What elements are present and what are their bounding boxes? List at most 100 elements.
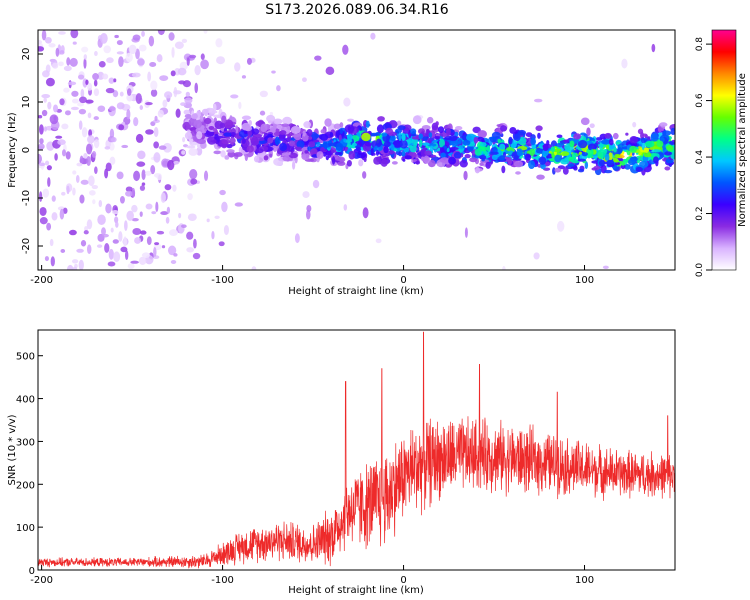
spectrogram-cell: [515, 171, 521, 175]
spectrogram-cell: [308, 141, 316, 148]
spectrogram-cell: [453, 151, 462, 159]
spectrogram-cell: [657, 128, 665, 132]
spectrogram-cell: [139, 211, 143, 217]
spectrogram-cell: [377, 116, 385, 122]
spectrogram-cell: [44, 36, 52, 44]
spectrogram-cell: [627, 158, 636, 166]
spectrogram-cell: [44, 256, 49, 262]
spectrogram-cell: [573, 133, 582, 140]
spectrogram-cell: [188, 148, 198, 156]
spectrogram-cell: [306, 128, 313, 137]
spectrogram-cell: [98, 199, 103, 208]
spectrogram-cell: [396, 120, 402, 127]
colorbar: 0.0 0.2 0.4 0.6 0.8 Normalized spectral ampl…: [695, 29, 748, 277]
spectrogram-cell: [212, 114, 221, 118]
spectrogram-cell: [160, 211, 169, 216]
spectrogram-cell: [109, 156, 116, 165]
spectrogram-cell: [65, 151, 71, 160]
spectrogram-cell: [138, 256, 147, 266]
spectrogram-cell: [591, 167, 598, 171]
spectrogram-cell: [83, 230, 89, 235]
spectrogram-cell: [227, 151, 236, 158]
spectrogram-cell: [241, 138, 246, 144]
spectrogram-y-ticks: -20 -10 0 10 20: [21, 48, 43, 254]
spectrogram-cell: [459, 159, 468, 168]
spectrogram-cell: [186, 231, 194, 240]
spectrogram-cell: [303, 121, 312, 129]
spectrogram-cell: [138, 44, 147, 52]
spectrogram-cell: [42, 70, 50, 78]
spectrogram-cell: [151, 211, 157, 215]
spectrogram-cell: [637, 128, 644, 135]
spectrogram-cell: [102, 73, 109, 80]
spectrogram-cell: [75, 175, 80, 183]
spectrogram-cell: [213, 117, 217, 123]
spectrogram-cell: [422, 136, 428, 142]
spectrogram-cell: [165, 216, 170, 224]
spectrogram-cell: [474, 148, 482, 156]
spectrogram-cell: [320, 133, 329, 141]
spectrogram-cell: [401, 133, 406, 142]
spectrogram-cell: [91, 184, 99, 190]
y-tick-label: 0: [29, 566, 35, 577]
y-tick-label: 20: [21, 48, 32, 61]
spectrogram-cell: [574, 139, 580, 144]
spectrogram-cell: [592, 155, 598, 160]
spectrogram-cell: [166, 206, 171, 214]
spectrogram-x-label: Height of straight line (km): [288, 286, 424, 297]
spectrogram-cell: [226, 149, 235, 153]
spectrogram-cell: [571, 152, 577, 159]
spectrogram-cell: [241, 75, 247, 79]
spectrogram-cell: [334, 151, 343, 156]
spectrogram-cell: [80, 179, 89, 185]
spectrogram-cell: [189, 169, 198, 180]
spectrogram-cell: [251, 128, 260, 135]
spectrogram-cell: [191, 113, 198, 120]
spectrogram-cell: [116, 171, 124, 180]
spectrogram-cell: [615, 141, 621, 145]
spectrogram-cell: [473, 136, 479, 144]
spectrogram-cell: [157, 109, 164, 118]
spectrogram-cell: [70, 30, 79, 39]
spectrogram-cell: [664, 151, 673, 156]
spectrogram-cell: [58, 61, 64, 67]
spectrogram-cell: [220, 150, 226, 158]
spectrogram-cell: [83, 152, 88, 159]
spectrogram-cell: [373, 156, 382, 165]
spectrogram-cell: [486, 145, 491, 152]
y-tick-label: 300: [16, 437, 35, 448]
spectrogram-cell: [115, 221, 119, 228]
spectrogram-cell: [346, 159, 352, 167]
spectrogram-cell: [88, 129, 93, 137]
spectrogram-cell: [187, 193, 193, 201]
spectrogram-cell: [335, 142, 344, 151]
spectrogram-cell: [81, 127, 88, 138]
spectrogram-cell: [608, 152, 613, 161]
spectrogram-cell: [230, 131, 236, 136]
spectrogram-cell: [113, 251, 121, 263]
spectrogram-cell: [110, 136, 117, 143]
spectrogram-cell: [375, 138, 382, 148]
x-tick-label: -200: [30, 275, 53, 286]
spectrogram-cell: [185, 91, 191, 97]
spectrogram-cell: [206, 218, 210, 223]
spectrogram-cell: [348, 150, 356, 160]
spectrogram-cell: [101, 227, 106, 236]
spectrogram-cell: [347, 141, 351, 149]
spectrogram-cell: [389, 150, 395, 155]
spectrogram-cell: [269, 111, 274, 116]
spectrogram-cell: [550, 146, 556, 153]
spectrogram-cell: [362, 207, 369, 219]
spectrogram-cell: [167, 245, 177, 256]
spectrogram-cell: [38, 46, 45, 52]
spectrogram-cell: [200, 53, 205, 60]
spectrogram-cell: [83, 54, 88, 60]
spectrogram-cell: [479, 162, 484, 167]
colorbar-tick-label: 0.4: [695, 150, 705, 165]
spectrogram-cell: [327, 149, 332, 159]
spectrogram-cell: [96, 244, 103, 248]
spectrogram-cell: [342, 44, 349, 55]
spectrogram-cell: [304, 150, 309, 154]
spectrogram-cell: [212, 128, 217, 132]
spectrogram-cell: [427, 159, 436, 168]
